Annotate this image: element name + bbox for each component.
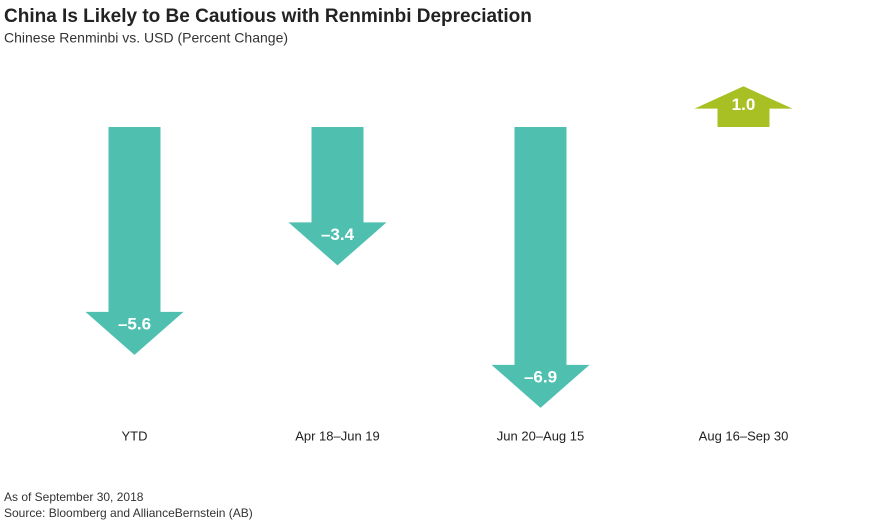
value-label: 1.0 — [732, 95, 756, 114]
value-label: –3.4 — [321, 225, 355, 244]
arrow — [85, 127, 184, 355]
arrow — [491, 127, 590, 408]
chart-title: China Is Likely to Be Cautious with Renm… — [4, 6, 532, 27]
x-tick-label: YTD — [122, 428, 148, 443]
footnote: As of September 30, 2018 — [4, 490, 144, 504]
chart-subtitle: Chinese Renminbi vs. USD (Percent Change… — [4, 30, 288, 46]
arrow — [288, 127, 387, 266]
x-tick-label: Apr 18–Jun 19 — [295, 428, 380, 443]
value-label: –5.6 — [118, 314, 151, 333]
arrow — [694, 86, 793, 127]
source-note: Source: Bloomberg and AllianceBernstein … — [4, 506, 253, 520]
x-tick-label: Aug 16–Sep 30 — [699, 428, 789, 443]
value-label: –6.9 — [524, 367, 557, 386]
x-tick-label: Jun 20–Aug 15 — [497, 428, 584, 443]
